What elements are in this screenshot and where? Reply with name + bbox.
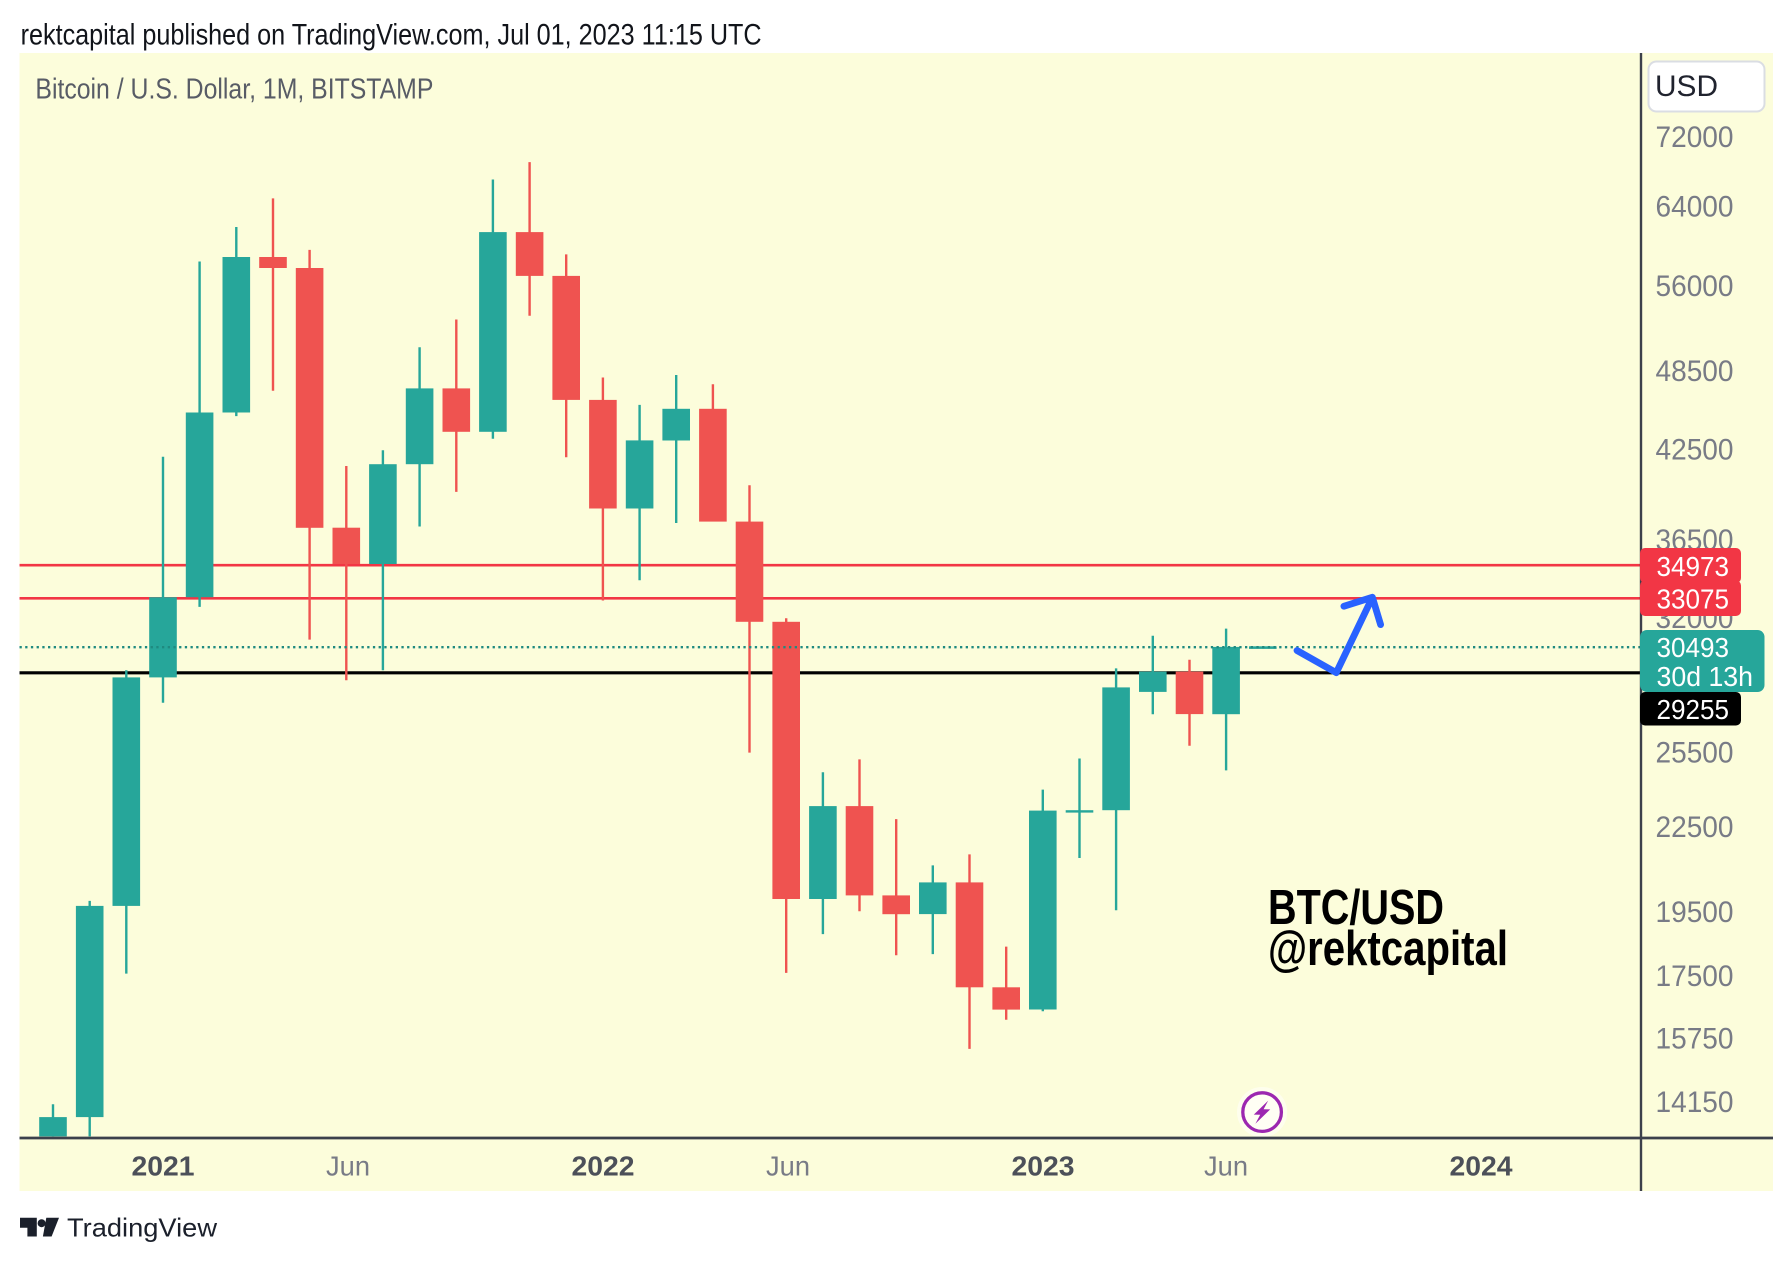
svg-text:14150: 14150 bbox=[1656, 1086, 1734, 1119]
svg-text:72000: 72000 bbox=[1656, 121, 1734, 154]
svg-text:2021: 2021 bbox=[132, 1151, 195, 1182]
svg-text:30493: 30493 bbox=[1657, 632, 1730, 663]
svg-text:2024: 2024 bbox=[1450, 1151, 1513, 1182]
svg-text:Jun: Jun bbox=[1204, 1151, 1248, 1182]
svg-text:29255: 29255 bbox=[1657, 694, 1730, 725]
svg-text:TradingView: TradingView bbox=[67, 1213, 217, 1243]
svg-text:56000: 56000 bbox=[1656, 270, 1734, 303]
svg-text:2023: 2023 bbox=[1012, 1151, 1075, 1182]
svg-text:42500: 42500 bbox=[1656, 434, 1734, 467]
svg-text:64000: 64000 bbox=[1656, 191, 1734, 224]
svg-text:30d 13h: 30d 13h bbox=[1657, 661, 1754, 692]
svg-text:25500: 25500 bbox=[1656, 737, 1734, 770]
svg-text:rektcapital published on Tradi: rektcapital published on TradingView.com… bbox=[21, 19, 762, 52]
svg-text:48500: 48500 bbox=[1656, 355, 1734, 388]
svg-text:Jun: Jun bbox=[766, 1151, 810, 1182]
svg-text:2022: 2022 bbox=[572, 1151, 635, 1182]
svg-text:Bitcoin / U.S. Dollar, 1M, BIT: Bitcoin / U.S. Dollar, 1M, BITSTAMP bbox=[35, 73, 433, 105]
svg-text:15750: 15750 bbox=[1656, 1023, 1734, 1056]
svg-text:Jun: Jun bbox=[326, 1151, 370, 1182]
svg-text:19500: 19500 bbox=[1656, 896, 1734, 929]
svg-text:17500: 17500 bbox=[1656, 960, 1734, 993]
svg-text:22500: 22500 bbox=[1656, 811, 1734, 844]
svg-text:USD: USD bbox=[1655, 70, 1718, 103]
svg-text:@rektcapital: @rektcapital bbox=[1268, 921, 1508, 976]
svg-text:BTC/USD: BTC/USD bbox=[1268, 880, 1444, 935]
svg-text:33075: 33075 bbox=[1657, 584, 1730, 615]
svg-text:34973: 34973 bbox=[1657, 551, 1730, 582]
